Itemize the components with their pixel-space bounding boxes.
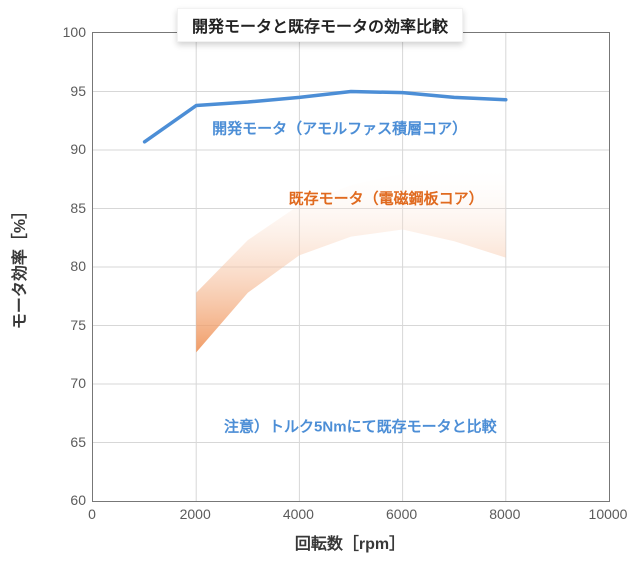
x-tick-label: 0 <box>88 506 96 522</box>
chart-note: 注意）トルク5Nmにて既存モータと比較 <box>224 416 497 437</box>
x-tick-label: 6000 <box>386 506 417 522</box>
y-axis-title: モータ効率［%］ <box>6 203 30 329</box>
x-tick-label: 10000 <box>589 506 628 522</box>
x-tick-label: 4000 <box>283 506 314 522</box>
existing-motor-label: 既存モータ（電磁鋼板コア） <box>289 188 484 209</box>
y-tick-label: 100 <box>52 24 86 40</box>
y-tick-label: 60 <box>52 492 86 508</box>
x-tick-label: 2000 <box>180 506 211 522</box>
y-tick-label: 75 <box>52 317 86 333</box>
y-tick-label: 65 <box>52 434 86 450</box>
y-tick-label: 70 <box>52 375 86 391</box>
developed-motor-label: 開発モータ（アモルファス積層コア） <box>212 117 467 138</box>
chart-container: 開発モータと既存モータの効率比較 60 65 70 75 80 85 90 95 100 0 20… <box>0 0 640 575</box>
x-tick-label: 8000 <box>489 506 520 522</box>
y-tick-label: 80 <box>52 258 86 274</box>
chart-title: 開発モータと既存モータの効率比較 <box>177 8 463 42</box>
y-tick-label: 85 <box>52 200 86 216</box>
y-tick-label: 95 <box>52 83 86 99</box>
x-axis-title: 回転数［rpm］ <box>295 530 405 554</box>
y-tick-label: 90 <box>52 141 86 157</box>
